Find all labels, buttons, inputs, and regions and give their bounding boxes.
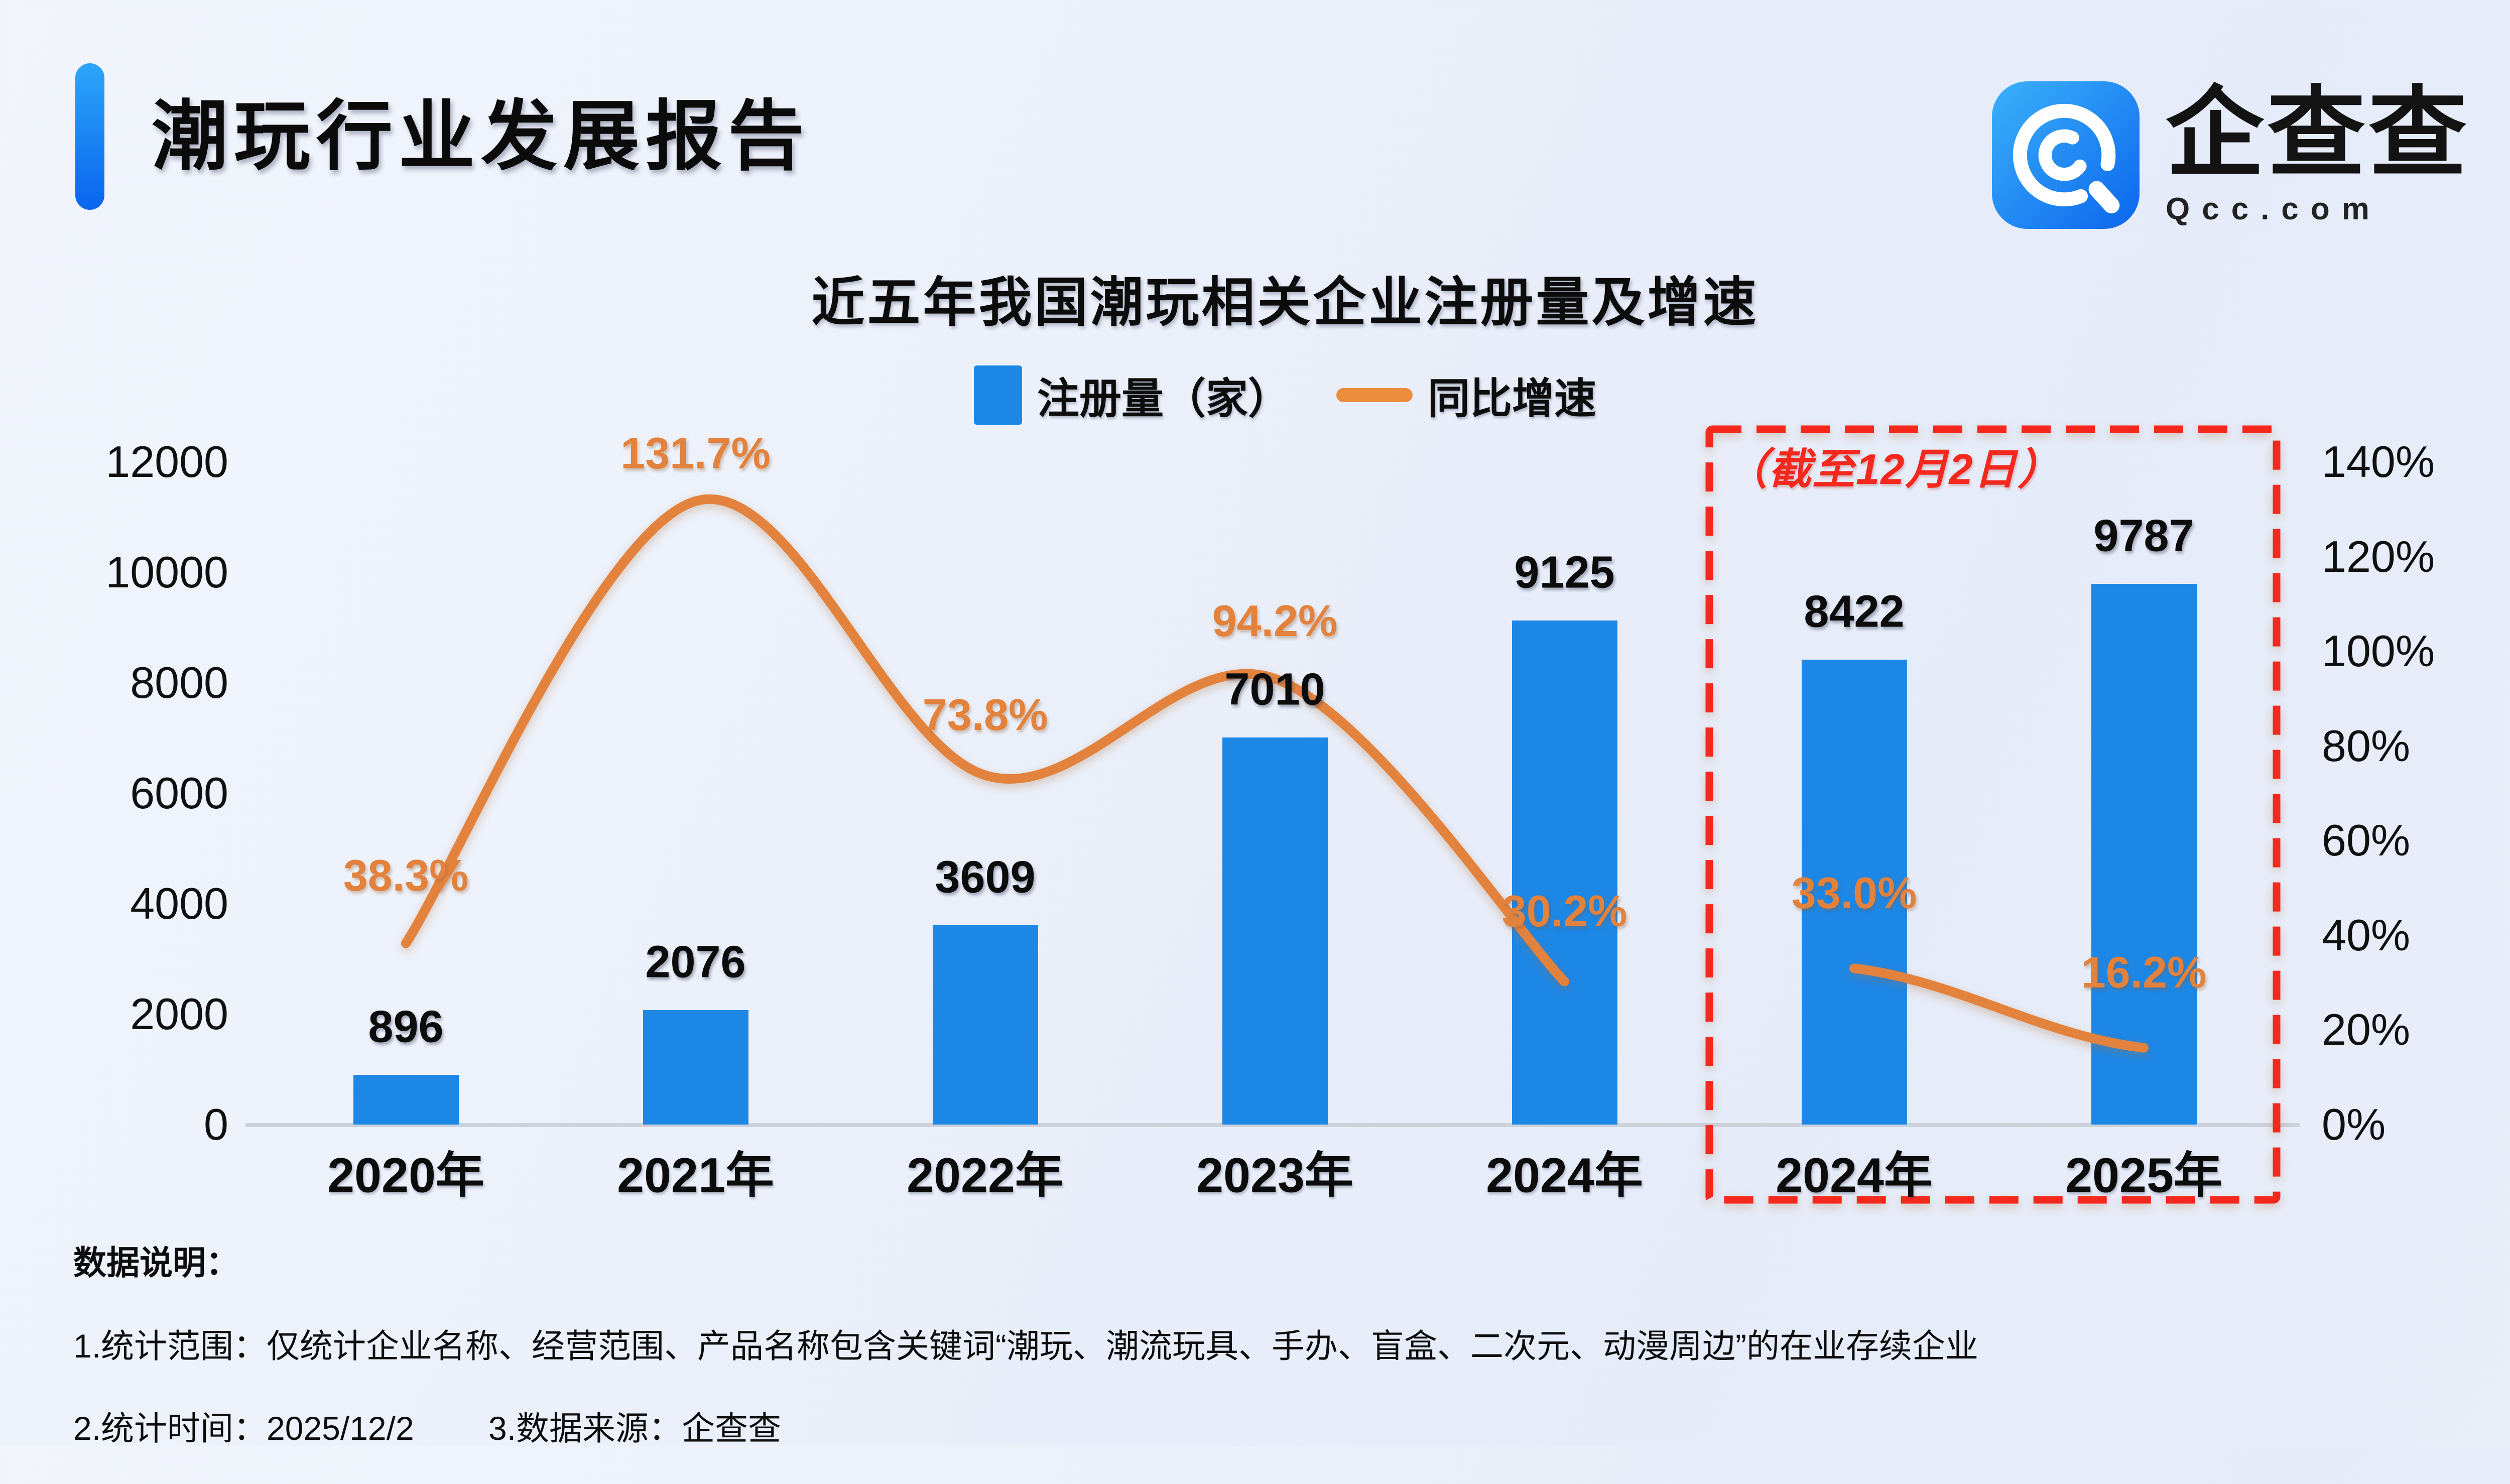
growth-rate-label: 16.2% <box>2081 947 2207 998</box>
chart-legend: 注册量（家） 同比增速 <box>0 362 2510 428</box>
qcc-logo: 企查查 Qcc.com <box>1992 81 2470 229</box>
left-axis-tick: 12000 <box>105 437 228 486</box>
legend-item-growth: 同比增速 <box>1336 365 1596 426</box>
right-axis-tick: 40% <box>2322 910 2411 960</box>
left-axis-tick: 10000 <box>105 547 228 597</box>
growth-rate-label: 73.8% <box>922 690 1048 740</box>
x-axis-label: 2024年 <box>1776 1148 1933 1203</box>
left-axis-tick: 0 <box>204 1099 228 1149</box>
bar-2023年-3 <box>1222 737 1328 1125</box>
bar-value-label: 896 <box>368 1002 444 1052</box>
bar-value-label: 9787 <box>2093 511 2194 561</box>
right-axis-tick: 120% <box>2322 531 2435 581</box>
bar-value-label: 7010 <box>1224 664 1325 715</box>
x-axis-line <box>245 1123 2300 1127</box>
bar-value-label: 3609 <box>935 852 1036 903</box>
left-axis-tick: 4000 <box>130 879 228 928</box>
bar-value-label: 8422 <box>1804 586 1905 637</box>
title-accent-bar <box>75 63 104 210</box>
growth-rate-label: 131.7% <box>620 428 771 478</box>
notes-line-1: 1.统计范围：仅统计企业名称、经营范围、产品名称包含关键词“潮玩、潮流玩具、手办… <box>73 1327 1978 1365</box>
right-axis-tick: 140% <box>2322 437 2435 486</box>
growth-rate-label: 30.2% <box>1501 886 1627 936</box>
chart-title: 近五年我国潮玩相关企业注册量及增速 <box>811 273 1759 332</box>
growth-rate-label: 38.3% <box>343 850 469 900</box>
x-axis-label: 2023年 <box>1196 1148 1353 1203</box>
qcc-magnifier-q-icon <box>1992 81 2140 229</box>
bar-series-swatch-icon <box>973 365 1022 425</box>
line-series-dash-icon <box>1336 388 1413 402</box>
bar-value-label: 2076 <box>645 937 746 987</box>
right-axis-tick: 0% <box>2322 1099 2386 1149</box>
note-data-source: 3.数据来源：企查查 <box>488 1410 782 1447</box>
report-page: 潮玩行业发展报告 企查查 Qcc.com 近五年我国潮玩相关企业注册量及增速 注… <box>0 63 2510 1447</box>
note-stat-time: 2.统计时间：2025/12/2 <box>73 1410 414 1447</box>
right-axis-tick: 60% <box>2322 815 2411 865</box>
right-axis-tick: 20% <box>2322 1005 2411 1055</box>
x-axis-label: 2025年 <box>2065 1148 2222 1203</box>
x-axis-label: 2021年 <box>617 1148 774 1203</box>
qcc-logo-domain: Qcc.com <box>2166 192 2381 227</box>
left-axis-tick: 6000 <box>130 768 228 818</box>
notes-line-2: 2.统计时间：2025/12/2 3.数据来源：企查查 <box>73 1402 2500 1450</box>
left-axis-tick: 8000 <box>130 658 228 707</box>
bar-2022年-2 <box>932 925 1038 1125</box>
bar-2024年-4 <box>1512 621 1617 1125</box>
bar-2020年-0 <box>353 1075 459 1125</box>
data-notes: 数据说明： 1.统计范围：仅统计企业名称、经营范围、产品名称包含关键词“潮玩、潮… <box>73 1236 2500 1484</box>
bar-value-label: 9125 <box>1514 547 1615 598</box>
x-axis-label: 2020年 <box>327 1148 484 1203</box>
x-axis-label: 2022年 <box>907 1148 1064 1203</box>
right-axis-tick: 80% <box>2322 720 2411 771</box>
bar-2021年-1 <box>643 1010 748 1125</box>
growth-rate-label: 94.2% <box>1212 595 1338 646</box>
qcc-logo-text: 企查查 Qcc.com <box>2166 83 2470 227</box>
growth-rate-label: 33.0% <box>1791 868 1917 918</box>
left-axis-tick: 2000 <box>130 989 228 1039</box>
plot-area: （截至12月2日） 12000 10000 8000 6000 4000 2000 0 140… <box>105 425 2435 1204</box>
legend-label-registrations: 注册量（家） <box>1037 375 1290 422</box>
x-axis-label: 2024年 <box>1486 1148 1643 1203</box>
right-axis-tick: 100% <box>2322 626 2435 676</box>
page-title: 潮玩行业发展报告 <box>152 94 810 179</box>
highlight-box-annotation: （截至12月2日） <box>1725 446 2061 493</box>
bar-2025年-6 <box>2091 584 2197 1125</box>
notes-heading: 数据说明： <box>73 1244 239 1281</box>
qcc-logo-name: 企查查 <box>2166 78 2470 188</box>
legend-label-growth: 同比增速 <box>1428 375 1597 422</box>
legend-item-registrations: 注册量（家） <box>973 365 1290 426</box>
